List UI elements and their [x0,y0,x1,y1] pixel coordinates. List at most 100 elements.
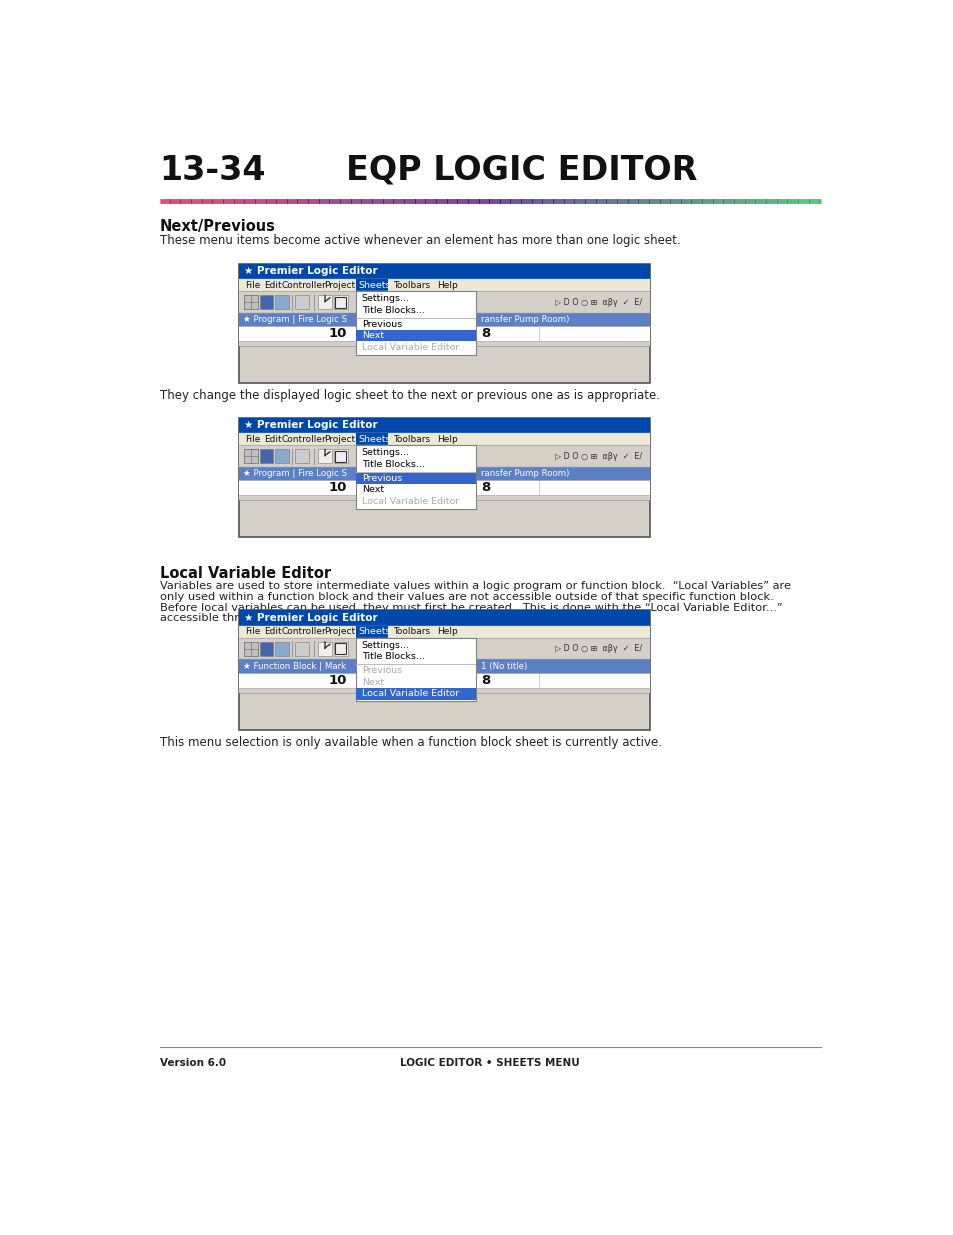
Bar [355,330,476,341]
Bar [239,433,649,446]
Text: Title Blocks...: Title Blocks... [361,652,424,661]
Bar [355,626,388,638]
Text: These menu items become active whenever an element has more than one logic sheet: These menu items become active whenever … [159,235,679,247]
Text: Edit: Edit [264,627,281,636]
Bar [274,450,289,463]
Text: Next: Next [361,678,383,687]
Text: Next: Next [361,485,383,494]
Text: Help: Help [436,627,457,636]
Bar [355,638,476,701]
Bar [274,642,289,656]
Bar [334,295,348,309]
Text: Edit: Edit [264,280,281,290]
Text: Project: Project [324,280,355,290]
Text: ▷ D O ○ ⊞  αβγ  ✓  E/: ▷ D O ○ ⊞ αβγ ✓ E/ [555,452,641,461]
Bar [355,279,388,291]
Text: 8: 8 [480,674,490,687]
Text: This menu selection is only available when a function block sheet is currently a: This menu selection is only available wh… [159,736,660,748]
Text: Previous: Previous [361,666,401,676]
Bar [335,451,346,462]
Text: ransfer Pump Room): ransfer Pump Room) [480,315,569,324]
Text: Version 6.0: Version 6.0 [159,1057,226,1067]
Text: Local Variable Editor: Local Variable Editor [361,343,458,352]
Bar [335,296,346,308]
Text: Toolbars: Toolbars [393,435,430,443]
Bar [239,626,649,638]
Text: Title Blocks...: Title Blocks... [361,306,424,315]
Text: LOGIC EDITOR • SHEETS MENU: LOGIC EDITOR • SHEETS MENU [400,1057,579,1067]
Text: Toolbars: Toolbars [393,627,430,636]
Bar [239,264,649,279]
Text: Settings...: Settings... [361,448,410,457]
Text: Sheets: Sheets [358,627,391,636]
Text: Previous: Previous [361,320,401,329]
Bar [476,467,649,480]
Bar [239,279,649,291]
Text: 13-34: 13-34 [159,153,266,186]
Bar [476,312,649,326]
Bar [335,643,346,655]
Text: accessible through the menu selection.: accessible through the menu selection. [159,614,384,624]
Bar [239,673,649,688]
Text: ★ Premier Logic Editor: ★ Premier Logic Editor [244,613,377,622]
Text: Settings...: Settings... [361,294,410,304]
Text: They change the displayed logic sheet to the next or previous one as is appropri: They change the displayed logic sheet to… [159,389,659,403]
Text: 8: 8 [480,482,490,494]
Text: Next/Previous: Next/Previous [159,219,275,235]
Text: Project: Project [324,435,355,443]
Bar [239,480,649,495]
Bar [244,295,257,309]
Text: ★ Program | Fire Logic S: ★ Program | Fire Logic S [243,469,347,478]
Bar [239,312,355,326]
Text: 1 (No title): 1 (No title) [480,662,527,671]
Bar [239,326,649,341]
Text: 10: 10 [329,674,347,687]
Text: Controller: Controller [281,280,326,290]
Bar [244,450,257,463]
Bar [294,450,309,463]
Text: Before local variables can be used, they must first be created.  This is done wi: Before local variables can be used, they… [159,603,781,613]
Text: ransfer Pump Room): ransfer Pump Room) [480,469,569,478]
Bar [355,688,476,699]
Text: ▷ D O ○ ⊞  αβγ  ✓  E/: ▷ D O ○ ⊞ αβγ ✓ E/ [555,645,641,653]
Bar [244,642,257,656]
Bar [239,659,355,673]
Bar [355,291,476,354]
Text: File: File [245,435,261,443]
Text: ★ Program | Fire Logic S: ★ Program | Fire Logic S [243,315,347,324]
Text: EQP LOGIC EDITOR: EQP LOGIC EDITOR [345,153,697,186]
Bar [239,341,649,346]
Text: 8: 8 [480,327,490,341]
Text: Next: Next [361,331,383,340]
Text: Help: Help [436,280,457,290]
Bar [318,295,332,309]
Bar [239,417,649,537]
Bar [334,450,348,463]
Bar [294,295,309,309]
Bar [239,264,649,383]
Bar [259,642,274,656]
Bar [239,638,649,659]
Text: Toolbars: Toolbars [393,280,430,290]
Text: Edit: Edit [264,435,281,443]
Bar [239,291,649,312]
Text: ★ Premier Logic Editor: ★ Premier Logic Editor [244,267,377,277]
Bar [259,295,274,309]
Text: 10: 10 [329,482,347,494]
Bar [334,642,348,656]
Bar [239,610,649,626]
Bar [239,495,649,500]
Bar [355,472,476,484]
Text: Local Variable Editor: Local Variable Editor [159,566,331,580]
Text: Title Blocks...: Title Blocks... [361,459,424,469]
Text: Variables are used to store intermediate values within a logic program or functi: Variables are used to store intermediate… [159,580,790,590]
Bar [294,642,309,656]
Bar [244,642,257,656]
Text: Sheets: Sheets [358,280,391,290]
Text: File: File [245,627,261,636]
Bar [476,659,649,673]
Bar [318,450,332,463]
Text: 10: 10 [329,327,347,341]
Text: File: File [245,280,261,290]
Bar [244,295,257,309]
